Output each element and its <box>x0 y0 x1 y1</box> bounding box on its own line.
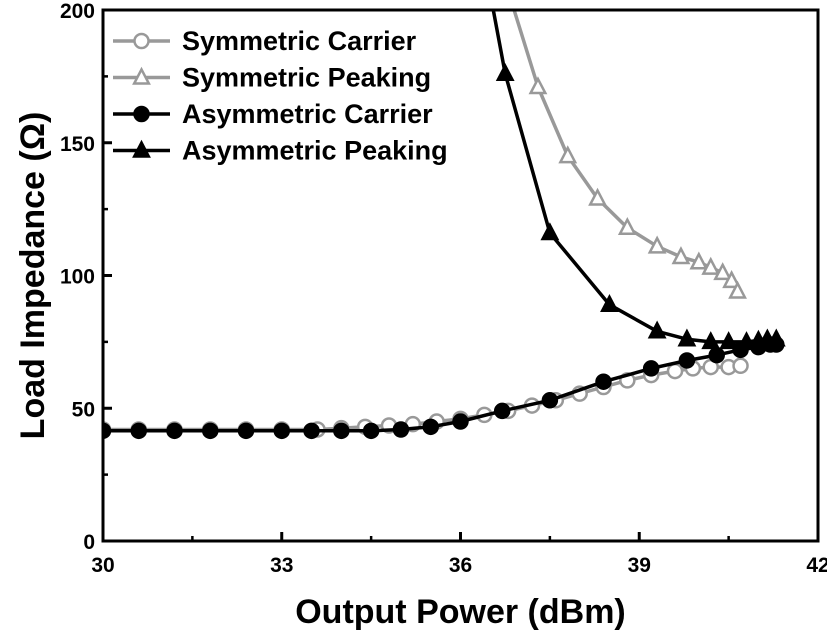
data-point <box>362 422 380 440</box>
legend-item: Symmetric Peaking <box>113 63 431 93</box>
data-point <box>647 235 667 254</box>
legend-label: Asymmetric Peaking <box>182 136 448 166</box>
series-asymmetric-peaking <box>491 10 786 350</box>
y-tick-label: 0 <box>83 531 95 554</box>
data-point <box>558 145 578 164</box>
data-point <box>528 76 548 95</box>
legend-item: Asymmetric Carrier <box>113 99 433 129</box>
x-axis-title: Output Power (dBm) <box>295 593 626 631</box>
data-point <box>719 331 739 350</box>
data-point <box>642 360 660 377</box>
data-point <box>422 418 439 436</box>
y-tick-label: 50 <box>72 398 95 421</box>
data-point <box>493 402 511 420</box>
y-tick-label: 200 <box>60 0 95 23</box>
ticks-layer: 30 33 36 39 42 0 50 100 150 200 <box>60 0 827 577</box>
data-point <box>595 373 612 390</box>
data-point <box>540 222 560 241</box>
data-point <box>202 422 219 440</box>
data-point <box>671 246 691 265</box>
legend-item: Symmetric Carrier <box>113 26 417 56</box>
data-point <box>713 262 733 281</box>
series-line <box>512 10 740 294</box>
data-point <box>766 328 786 347</box>
x-tick-label: 39 <box>628 554 651 577</box>
data-point <box>303 422 320 440</box>
data-point <box>132 139 151 158</box>
x-tick-label: 30 <box>91 554 114 577</box>
data-point <box>722 270 742 289</box>
legend: Symmetric Carrier Symmetric Peaking Asymme… <box>113 26 448 166</box>
data-point <box>541 392 559 409</box>
data-point <box>333 422 350 440</box>
data-point <box>495 62 515 82</box>
y-tick-label: 100 <box>60 266 95 289</box>
data-point <box>600 293 619 312</box>
series-line <box>103 342 779 433</box>
data-point <box>666 362 684 380</box>
data-point <box>701 331 721 350</box>
y-tick-label: 150 <box>60 133 95 156</box>
data-point <box>677 328 697 347</box>
data-point <box>701 256 721 275</box>
data-point <box>133 105 150 123</box>
x-tick-label: 33 <box>270 554 293 577</box>
legend-item: Asymmetric Peaking <box>113 136 448 166</box>
data-point <box>617 216 637 235</box>
legend-label: Symmetric Carrier <box>182 26 417 56</box>
series-layer <box>103 10 786 440</box>
data-point <box>130 422 147 440</box>
data-point <box>647 320 667 339</box>
data-point <box>103 422 112 440</box>
data-point <box>732 357 749 375</box>
data-point <box>132 66 151 85</box>
data-point <box>237 422 255 440</box>
legend-label: Symmetric Peaking <box>182 63 431 93</box>
data-point <box>689 251 709 270</box>
data-point <box>708 346 725 364</box>
data-point <box>392 421 410 438</box>
data-point <box>133 32 150 50</box>
data-point <box>728 280 747 299</box>
data-point <box>678 352 696 369</box>
y-axis-title: Load Impedance (Ω) <box>14 112 52 440</box>
series-symmetric-peaking <box>512 10 747 299</box>
data-point <box>273 422 290 440</box>
x-tick-label: 42 <box>806 554 827 577</box>
series-asymmetric-carrier <box>103 336 785 440</box>
data-point <box>737 331 756 350</box>
data-point <box>588 187 607 206</box>
data-point <box>166 422 183 440</box>
x-tick-label: 36 <box>449 554 472 577</box>
legend-label: Asymmetric Carrier <box>182 99 433 129</box>
data-point <box>452 413 469 430</box>
